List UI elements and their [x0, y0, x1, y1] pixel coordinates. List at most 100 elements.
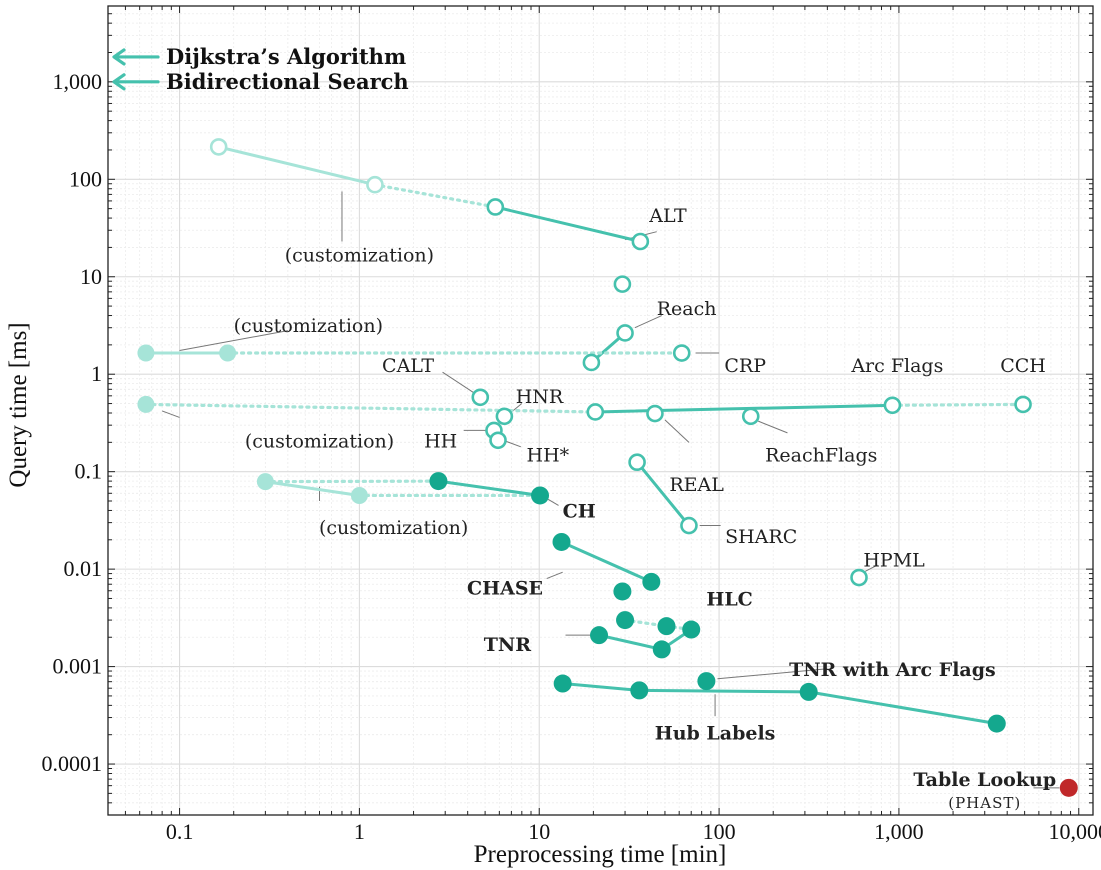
- annotation-leader: [634, 315, 662, 329]
- annotation-label: Table Lookup: [913, 769, 1056, 791]
- data-point-filled: [613, 582, 632, 601]
- x-tick-label: 0.1: [166, 819, 194, 844]
- data-point-filled: [987, 714, 1006, 733]
- data-point-filled-light: [350, 486, 368, 504]
- data-point-open: [883, 396, 902, 415]
- axis-arrow-label: Dijkstra’s Algorithm: [166, 44, 406, 69]
- annotation-leader: [547, 498, 559, 506]
- data-point-table-lookup: [1059, 778, 1078, 797]
- annotation-leader: [161, 410, 180, 418]
- annotation-label: HPML: [863, 550, 925, 572]
- data-point-open: [486, 198, 505, 216]
- series-segment-dotted: [263, 479, 441, 484]
- annotation-label: HH*: [527, 445, 570, 467]
- x-tick-label: 100: [703, 819, 736, 844]
- y-tick-label: 0.0001: [42, 751, 103, 776]
- series-segment-solid: [637, 688, 811, 694]
- data-point-open: [646, 404, 664, 423]
- annotation-leader: [758, 420, 788, 434]
- data-point-filled: [682, 620, 701, 639]
- data-point-filled: [429, 472, 448, 491]
- y-tick-label: 0.1: [75, 459, 103, 484]
- series-segment-dotted: [144, 402, 597, 414]
- series-segment-solid: [597, 633, 664, 651]
- data-point-open: [489, 431, 507, 450]
- data-point-filled: [531, 486, 550, 505]
- series-segment-solid: [593, 403, 894, 414]
- data-point-open: [616, 324, 634, 342]
- x-tick-label: 1,000: [874, 819, 924, 844]
- series-segment-solid: [560, 540, 653, 584]
- annotation-label: (customization): [245, 430, 394, 452]
- annotation-label: (customization): [319, 517, 468, 539]
- data-point-filled: [652, 640, 671, 659]
- data-point-open: [586, 403, 605, 421]
- annotation-label: CH: [563, 500, 596, 522]
- x-tick-label: 10,000: [1049, 819, 1101, 844]
- annotation-label: ReachFlags: [765, 445, 877, 467]
- y-tick-label: 10: [80, 264, 102, 289]
- data-point-open: [631, 232, 650, 251]
- data-point-open: [613, 275, 632, 293]
- data-point-filled: [697, 672, 716, 691]
- y-tick-label: 1: [91, 361, 102, 386]
- y-tick-label: 0.01: [64, 556, 103, 581]
- data-point-open: [680, 516, 698, 535]
- data-point-filled: [590, 626, 609, 645]
- data-point-filled: [616, 611, 635, 630]
- data-point-filled-light: [256, 473, 274, 491]
- annotation-leader: [664, 419, 690, 443]
- data-point-open-light: [366, 175, 384, 194]
- series-segment-dotted: [373, 183, 497, 209]
- data-point-open: [582, 353, 601, 372]
- annotation-label: REAL: [669, 474, 724, 496]
- annotation-label: HH: [424, 430, 457, 452]
- data-point-open: [628, 453, 646, 472]
- annotation-label: CRP: [724, 355, 766, 377]
- annotation-leader: [865, 564, 878, 572]
- annotation-label: (PHAST): [948, 794, 1021, 812]
- data-point-filled: [799, 682, 818, 701]
- series-segment-light: [263, 480, 361, 497]
- plot-frame: [107, 5, 1094, 816]
- series-segment-solid: [436, 479, 542, 497]
- series-segment-solid: [807, 690, 999, 726]
- data-point-filled-light: [137, 344, 155, 362]
- x-tick-label: 10: [528, 819, 550, 844]
- data-point-filled: [642, 572, 661, 591]
- data-point-open: [741, 407, 760, 426]
- x-axis-label: Preprocessing time [min]: [474, 841, 727, 868]
- data-point-open: [672, 344, 691, 362]
- x-tick-labels: 0.1 1 10 100 1,000 10,000: [166, 819, 1101, 844]
- annotation-label: ALT: [648, 205, 687, 227]
- annotation-label: HLC: [706, 588, 752, 610]
- data-point-filled-light: [219, 344, 237, 362]
- data-point-open: [471, 388, 490, 407]
- y-tick-label: 0.001: [53, 654, 103, 679]
- data-point-filled: [630, 681, 649, 700]
- data-points: [137, 138, 1078, 797]
- axis-arrow-label: Bidirectional Search: [166, 69, 409, 94]
- data-point-open-light: [209, 138, 228, 156]
- y-tick-label: 1,000: [53, 69, 103, 94]
- series-segment-solid: [561, 682, 641, 692]
- annotation-label: Arc Flags: [850, 355, 943, 377]
- annotation-label: Hub Labels: [655, 723, 776, 745]
- annotation-leader: [179, 330, 288, 352]
- data-point-filled: [657, 617, 676, 636]
- annotation-label: Reach: [657, 298, 717, 320]
- annotation-label: SHARC: [725, 526, 797, 548]
- data-point-filled-light: [137, 395, 155, 413]
- y-tick-label: 100: [69, 166, 102, 191]
- axis-arrow-head: [112, 73, 126, 91]
- annotation-label: CALT: [382, 355, 434, 377]
- series-segment-solid: [635, 460, 691, 528]
- data-point-open: [850, 568, 868, 587]
- axis-arrow-head: [112, 48, 126, 66]
- annotation-label: CHASE: [467, 577, 543, 599]
- annotation-label: CCH: [1000, 355, 1046, 377]
- x-tick-label: 1: [354, 819, 365, 844]
- tick-marks: [107, 5, 1093, 816]
